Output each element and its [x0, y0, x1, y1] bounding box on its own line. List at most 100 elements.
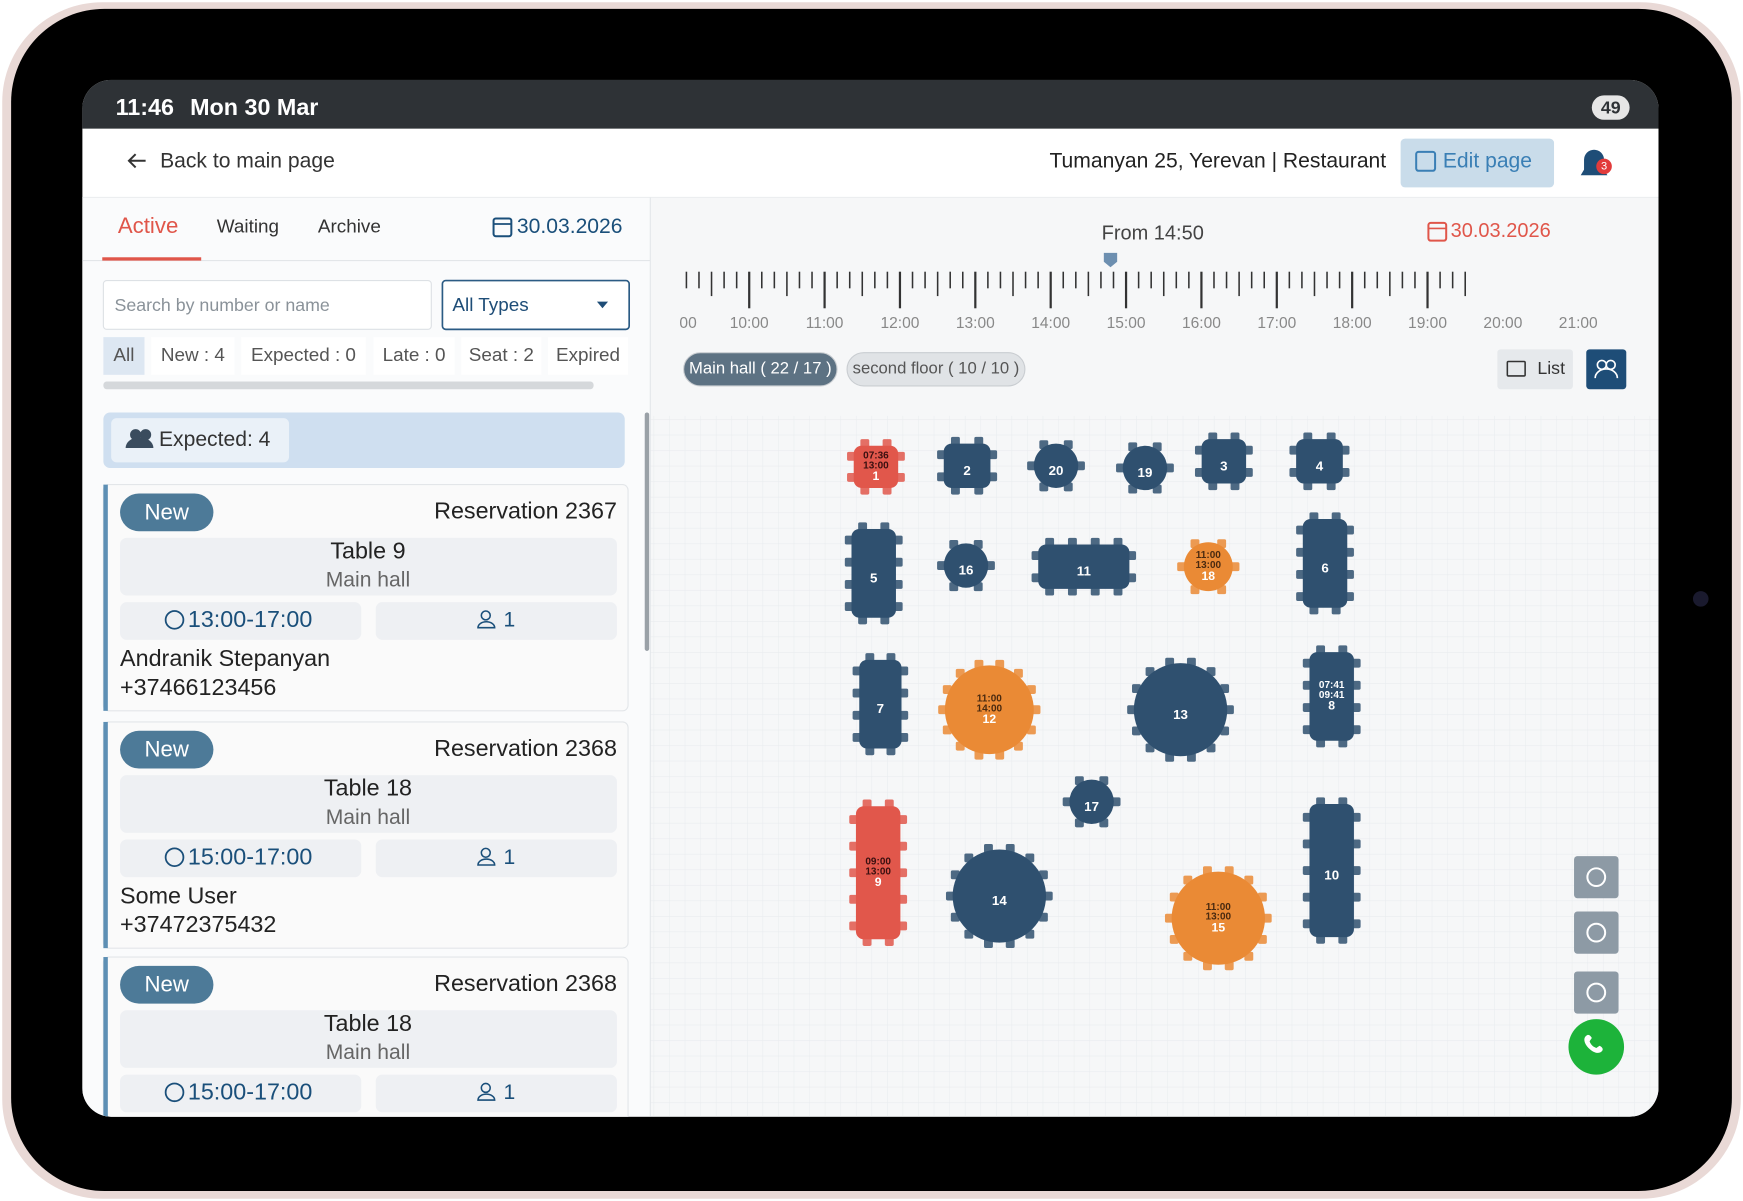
notification-count: 3	[1601, 160, 1607, 172]
chair	[1111, 797, 1121, 807]
filter-label[interactable]: Late : 0	[383, 344, 446, 365]
guests-icon	[480, 847, 491, 858]
chair	[938, 705, 948, 715]
chair	[1090, 537, 1100, 547]
filter-label[interactable]: Expected : 0	[251, 344, 356, 365]
table[interactable]	[1296, 439, 1343, 484]
table[interactable]	[1201, 439, 1247, 484]
filter-label[interactable]: Seat : 2	[469, 344, 534, 365]
chair	[1230, 562, 1240, 572]
table[interactable]	[1038, 544, 1130, 589]
table-number: 8	[1328, 699, 1335, 713]
status-date: Mon 30 Mar	[190, 94, 318, 120]
hall-name: Main hall	[326, 1041, 410, 1064]
filter-chip[interactable]	[151, 337, 235, 375]
filter-chip[interactable]	[241, 337, 366, 375]
chair	[1230, 432, 1240, 442]
table[interactable]	[855, 806, 901, 940]
list-label[interactable]: List	[1537, 358, 1565, 378]
hall-name: Main hall	[326, 569, 410, 592]
hall-chip[interactable]	[683, 352, 838, 387]
guests-box	[375, 602, 617, 640]
tab[interactable]: Waiting	[217, 215, 279, 236]
chair	[1177, 562, 1187, 572]
table-number: 13	[1173, 707, 1188, 722]
filter-chip[interactable]	[103, 337, 145, 375]
table[interactable]	[943, 543, 989, 588]
chair	[1062, 797, 1072, 807]
chair	[1302, 703, 1312, 712]
filter-chip[interactable]	[373, 337, 455, 375]
timeline-label: 11:00	[806, 315, 844, 332]
filter-label[interactable]: All	[113, 344, 134, 365]
chair	[1296, 570, 1306, 579]
time-box	[120, 839, 362, 878]
timeline-label: 12:00	[880, 315, 919, 332]
list-date[interactable]: 30.03.2026	[517, 215, 623, 238]
time-marker	[1103, 252, 1118, 268]
back-arrow[interactable]	[127, 153, 146, 169]
chair	[1302, 892, 1312, 902]
tab[interactable]: Archive	[318, 215, 381, 236]
scrollbar	[103, 381, 594, 390]
table[interactable]	[1309, 652, 1354, 741]
table-box	[120, 1010, 617, 1068]
filter-chip[interactable]	[548, 337, 629, 375]
table-number: 7	[877, 701, 884, 716]
search-input[interactable]	[102, 280, 432, 330]
table[interactable]	[853, 445, 899, 488]
table[interactable]	[1033, 443, 1079, 488]
guests-box	[375, 1074, 617, 1113]
type-select-value[interactable]: All Types	[452, 294, 528, 315]
filter-label[interactable]: New : 4	[161, 344, 225, 365]
edit-button[interactable]	[1400, 138, 1555, 188]
table[interactable]	[851, 528, 896, 618]
table[interactable]	[1069, 779, 1114, 824]
time-box	[120, 1074, 362, 1113]
table[interactable]	[859, 659, 902, 749]
table-number: 18	[1202, 569, 1216, 583]
table-time: 07:41	[1319, 680, 1345, 691]
timeline-label: 19:00	[1408, 315, 1447, 332]
back-link[interactable]: Back to main page	[160, 150, 335, 173]
chair	[1302, 839, 1312, 849]
timeline-date[interactable]: 30.03.2026	[1451, 220, 1551, 242]
table[interactable]	[1133, 663, 1228, 757]
chair	[1302, 725, 1312, 735]
tab-underline	[102, 257, 202, 261]
zoom-out[interactable]	[1574, 911, 1619, 954]
hall-chip-label[interactable]: second floor ( 10 / 10 )	[853, 359, 1020, 378]
card-stripe	[103, 721, 108, 949]
edit-icon	[1415, 150, 1437, 172]
chair	[1224, 705, 1234, 715]
table[interactable]	[1302, 518, 1348, 608]
status-bar	[82, 79, 1659, 129]
chair	[1045, 537, 1055, 547]
chair	[1296, 547, 1306, 557]
table[interactable]	[943, 443, 991, 488]
filter-label[interactable]: Expired	[556, 344, 620, 365]
phone-icon	[1584, 1034, 1603, 1053]
table[interactable]	[952, 849, 1047, 943]
card-stripe	[103, 957, 108, 1117]
zoom-in[interactable]	[1574, 856, 1619, 899]
table[interactable]	[1122, 445, 1168, 491]
list-button[interactable]	[1497, 349, 1573, 390]
table-number: 17	[1084, 799, 1099, 814]
table[interactable]	[1183, 542, 1233, 592]
recenter[interactable]	[1574, 971, 1619, 1014]
edit-label[interactable]: Edit page	[1443, 150, 1532, 173]
call-button[interactable]	[1568, 1019, 1625, 1075]
type-select[interactable]	[441, 279, 631, 331]
hall-chip[interactable]	[846, 352, 1026, 387]
table[interactable]	[1171, 871, 1266, 965]
table[interactable]	[944, 665, 1034, 755]
hall-chip-label[interactable]: Main hall ( 22 / 17 )	[689, 359, 832, 378]
calendar-icon	[1427, 221, 1448, 242]
tab[interactable]: Active	[118, 213, 178, 238]
table[interactable]	[1309, 803, 1354, 938]
filter-chip[interactable]	[461, 337, 542, 375]
camera	[1692, 591, 1709, 607]
